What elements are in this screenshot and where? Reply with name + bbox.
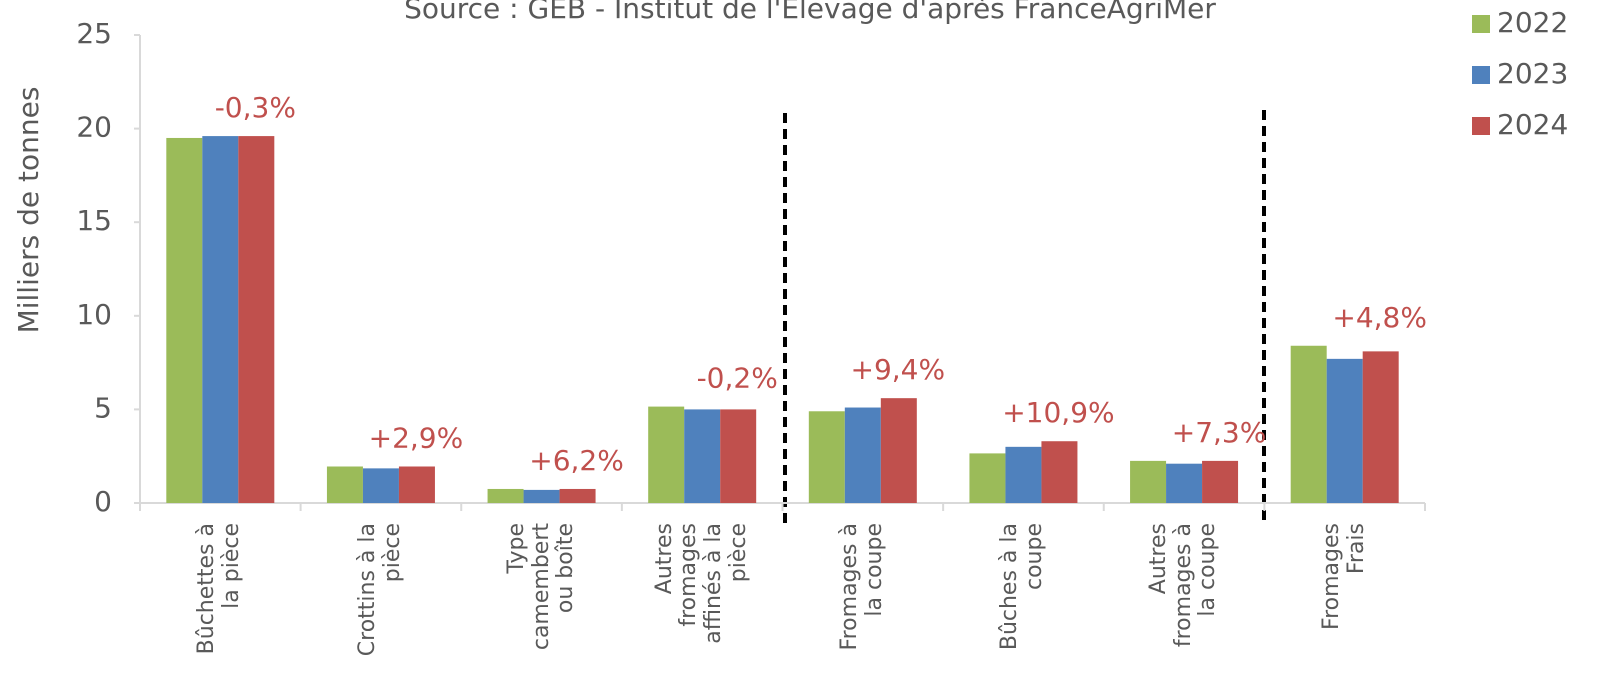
y-tick-label: 0 <box>94 485 112 518</box>
bar <box>880 398 917 503</box>
x-tick-text: Bûches à la coupe <box>997 523 1048 651</box>
y-tick-label: 15 <box>76 204 112 237</box>
annotation: +6,2% <box>529 444 624 477</box>
bar <box>1362 351 1399 503</box>
x-tick-text: Autres fromages à la coupe <box>1146 523 1221 648</box>
bar <box>559 488 596 503</box>
bar <box>808 411 845 503</box>
bar <box>523 489 560 503</box>
annotation: +4,8% <box>1332 301 1427 334</box>
bar <box>969 453 1006 503</box>
legend-swatch <box>1472 15 1490 33</box>
x-tick-label: Fromages Frais <box>1305 523 1385 673</box>
legend-label: 2024 <box>1497 108 1568 141</box>
bar <box>202 136 239 503</box>
x-tick-label: Autres fromages affinés à la pièce <box>652 523 751 673</box>
subtitle: Source : GEB - Institut de l'Elevage d'a… <box>404 0 1216 25</box>
annotation: +7,3% <box>1172 416 1267 449</box>
bar <box>1290 345 1327 503</box>
bar <box>326 466 363 503</box>
x-tick-text: Bûchettes à la pièce <box>194 523 245 655</box>
x-tick-text: Autres fromages affinés à la pièce <box>651 523 751 644</box>
y-tick-label: 25 <box>76 17 112 50</box>
bar <box>1005 446 1042 503</box>
legend-label: 2022 <box>1497 6 1568 39</box>
y-tick-label: 20 <box>76 111 112 144</box>
annotation: +2,9% <box>369 421 464 454</box>
x-tick-label: Crottins à la pièce <box>341 523 421 673</box>
legend-label: 2023 <box>1497 57 1568 90</box>
y-axis-label: Milliers de tonnes <box>12 87 45 334</box>
legend-swatch <box>1472 66 1490 84</box>
y-tick-label: 5 <box>94 391 112 424</box>
x-tick-text: Fromages à la coupe <box>837 523 887 651</box>
bar <box>720 409 757 503</box>
x-tick-label: Autres fromages à la coupe <box>1144 523 1224 673</box>
bar <box>1166 463 1203 503</box>
bar <box>1202 460 1239 503</box>
bar <box>844 407 881 503</box>
x-tick-text: Type camembert ou boîte <box>503 523 578 651</box>
x-tick-label: Fromages à la coupe <box>823 523 903 673</box>
bar <box>166 137 203 503</box>
x-tick-text: Crottins à la pièce <box>355 523 405 657</box>
x-tick-label: Bûches à la coupe <box>983 523 1063 673</box>
annotation: +9,4% <box>851 353 946 386</box>
bar <box>487 488 524 503</box>
bar <box>398 466 435 503</box>
x-tick-label: Type camembert ou boîte <box>502 523 582 673</box>
annotation: -0,3% <box>215 91 296 124</box>
annotation: -0,2% <box>697 362 778 395</box>
bar <box>238 136 275 503</box>
bar <box>362 468 399 503</box>
bar <box>1130 460 1167 503</box>
y-tick-label: 10 <box>76 298 112 331</box>
bar <box>684 409 721 503</box>
bar <box>648 406 685 503</box>
annotation: +10,9% <box>1002 396 1114 429</box>
legend-swatch <box>1472 117 1490 135</box>
bar <box>1041 441 1078 503</box>
x-tick-text: Fromages Frais <box>1319 523 1369 630</box>
x-tick-label: Bûchettes à la pièce <box>180 523 260 673</box>
bar <box>1326 358 1363 503</box>
